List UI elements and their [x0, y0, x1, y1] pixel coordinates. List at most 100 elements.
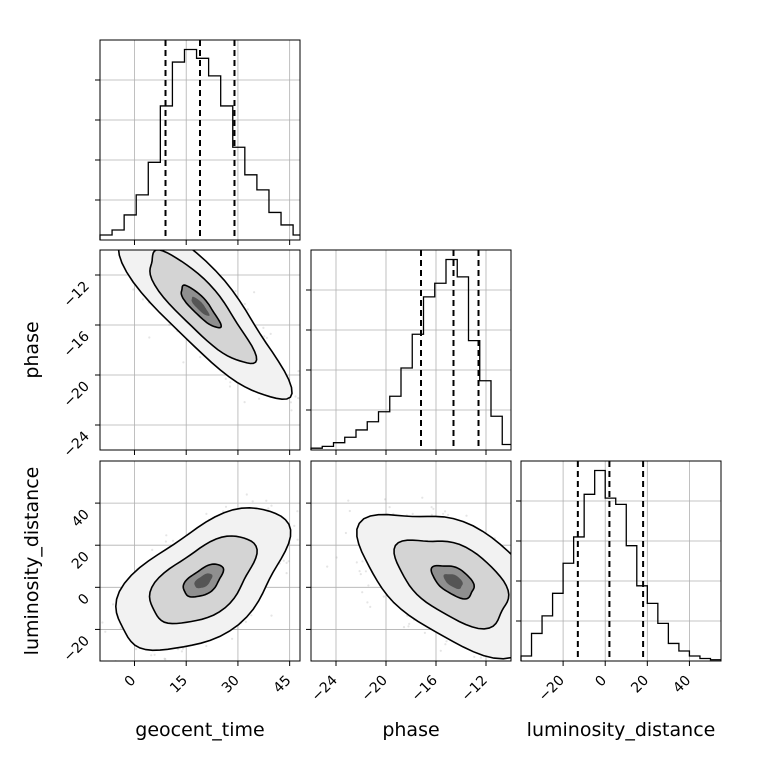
sample-point	[516, 572, 518, 574]
sample-point	[250, 614, 253, 617]
contour-line	[148, 535, 258, 625]
sample-point	[326, 565, 329, 568]
sample-point	[140, 237, 142, 239]
sample-point	[512, 590, 514, 592]
sample-point	[384, 498, 387, 501]
sample-point	[510, 684, 512, 686]
sample-point	[128, 218, 130, 220]
sample-point	[537, 601, 539, 603]
sample-point	[160, 232, 162, 234]
sample-point	[430, 513, 433, 517]
y-tick-label: 0	[75, 591, 93, 609]
sample-point	[296, 510, 299, 513]
sample-point	[147, 246, 149, 248]
sample-point	[263, 335, 266, 338]
sample-point	[222, 510, 225, 513]
sample-point	[67, 176, 69, 178]
sample-point	[344, 531, 347, 535]
sample-point	[289, 401, 292, 404]
sample-point	[224, 505, 228, 508]
sample-point	[526, 571, 528, 573]
sample-point	[161, 242, 163, 244]
x-tick-label: 30	[219, 673, 243, 697]
sample-point	[133, 247, 135, 249]
sample-point	[116, 211, 118, 213]
sample-point	[388, 506, 391, 509]
sample-point	[159, 235, 161, 237]
panel-geocent_time-luminosity_distance	[95, 460, 301, 667]
sample-point	[138, 231, 140, 233]
sample-point	[119, 626, 122, 630]
sample-point	[527, 627, 529, 629]
sample-point	[515, 612, 517, 614]
sample-point	[101, 621, 104, 624]
contour-line	[149, 250, 258, 365]
histogram-step	[310, 258, 511, 450]
sample-point	[513, 601, 515, 603]
sample-point	[139, 243, 141, 245]
panel-geocent_time-phase	[67, 176, 306, 455]
sample-point	[465, 514, 468, 517]
sample-point	[523, 575, 525, 577]
sample-point	[567, 616, 569, 618]
sample-point	[112, 603, 115, 606]
sample-point	[516, 600, 518, 602]
sample-point	[158, 242, 160, 244]
sample-point	[244, 620, 247, 624]
sample-point	[155, 241, 157, 243]
contour-line	[430, 564, 476, 600]
axes-frame	[99, 39, 301, 241]
sample-point	[445, 640, 448, 643]
sample-point	[158, 240, 160, 242]
sample-point	[407, 625, 410, 628]
sample-point	[151, 548, 154, 552]
axes-frame	[310, 249, 512, 451]
sample-point	[514, 633, 516, 635]
contour-line	[356, 513, 511, 660]
sample-point	[421, 496, 424, 499]
sample-point	[141, 234, 143, 236]
sample-point	[542, 647, 544, 649]
sample-point	[126, 228, 128, 230]
sample-point	[447, 513, 450, 516]
histogram-luminosity_distance	[516, 460, 722, 666]
sample-point	[287, 560, 290, 563]
axes-frame	[99, 249, 301, 451]
sample-point	[366, 601, 369, 604]
panel-content	[67, 176, 306, 450]
sample-point	[224, 377, 227, 380]
x-tick-label: 40	[670, 673, 694, 697]
sample-point	[512, 621, 514, 623]
sample-point	[243, 302, 246, 306]
sample-point	[125, 245, 127, 247]
panel-content	[311, 461, 569, 686]
sample-point	[367, 584, 370, 587]
x-tick-label: −24	[309, 672, 341, 704]
sample-point	[347, 499, 350, 502]
sample-point	[297, 370, 300, 373]
sample-point	[518, 604, 520, 606]
sample-point	[243, 401, 246, 404]
sample-point	[115, 208, 117, 210]
sample-point	[154, 245, 156, 247]
sample-point	[525, 621, 527, 623]
sample-point	[137, 221, 139, 223]
sample-point	[285, 561, 288, 565]
sample-point	[304, 393, 306, 395]
sample-point	[145, 245, 147, 247]
sample-point	[270, 614, 273, 617]
sample-point	[297, 397, 300, 400]
sample-point	[131, 246, 133, 248]
sample-point	[150, 234, 152, 236]
sample-point	[460, 664, 462, 666]
y-axis-label: phase	[21, 321, 43, 378]
sample-point	[515, 585, 517, 587]
sample-point	[103, 665, 105, 667]
sample-point	[251, 500, 254, 503]
sample-point	[411, 512, 414, 516]
axes-frame	[520, 460, 722, 662]
sample-point	[234, 289, 237, 293]
sample-point	[170, 246, 172, 248]
x-tick-label: 0	[122, 673, 140, 691]
